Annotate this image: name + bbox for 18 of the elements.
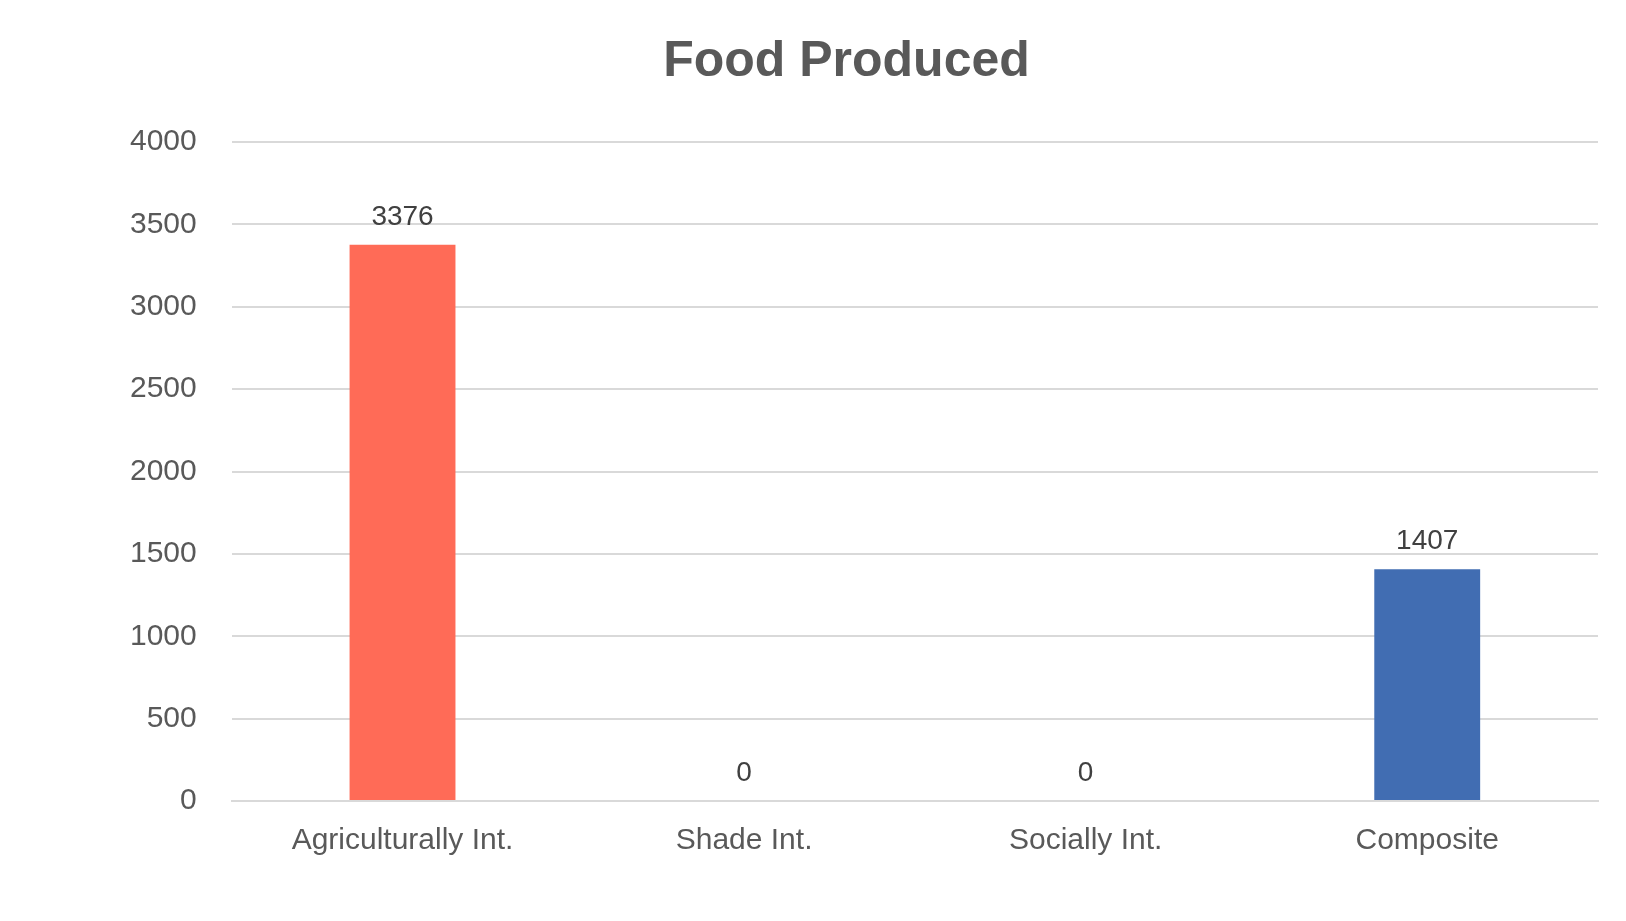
x-tick-label: Agriculturally Int. — [291, 822, 514, 856]
y-tick-label: 3000 — [129, 288, 197, 322]
y-tick-label: 0 — [180, 782, 197, 816]
x-tick-label: Socially Int. — [1008, 822, 1163, 856]
x-tick-label: Composite — [1355, 822, 1499, 856]
chart-title: Food Produced — [663, 30, 1030, 87]
x-tick-label: Shade Int. — [675, 822, 813, 856]
data-label: 0 — [1077, 755, 1094, 787]
data-label: 0 — [736, 755, 752, 787]
y-tick-label: 3500 — [129, 205, 197, 239]
y-tick-label: 2500 — [129, 370, 197, 404]
data-label: 1407 — [1396, 523, 1459, 555]
y-tick-label: 500 — [146, 699, 197, 733]
data-label: 3376 — [371, 199, 434, 231]
y-tick-label: 4000 — [129, 123, 197, 157]
y-tick-label: 1000 — [129, 617, 197, 651]
y-tick-label: 1500 — [129, 535, 197, 569]
y-tick-label: 2000 — [129, 452, 197, 486]
